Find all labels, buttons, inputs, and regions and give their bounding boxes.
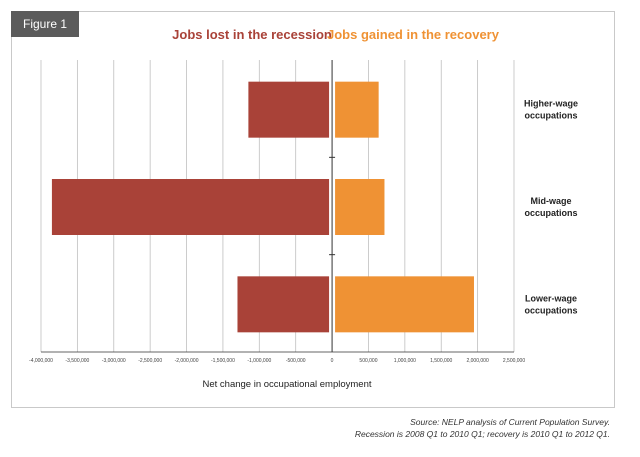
x-tick-label: 2,500,000 <box>503 358 525 364</box>
x-tick-label: -3,000,000 <box>102 358 126 364</box>
x-tick-label: 2,000,000 <box>466 358 488 364</box>
gain-bar <box>335 179 385 235</box>
x-tick-label: -1,500,000 <box>211 358 235 364</box>
x-tick-label: -3,500,000 <box>65 358 89 364</box>
x-tick-label: 1,000,000 <box>394 358 416 364</box>
category-label: occupations <box>524 111 577 121</box>
x-tick-label: 1,500,000 <box>430 358 452 364</box>
x-tick-label: 0 <box>331 358 334 364</box>
source-line: Source: NELP analysis of Current Populat… <box>410 417 610 427</box>
x-axis-title: Net change in occupational employment <box>203 379 372 390</box>
bars <box>51 81 474 333</box>
legend-loss: Jobs lost in the recession <box>172 27 332 42</box>
x-tick-label: 500,000 <box>359 358 377 364</box>
category-label: Lower-wage <box>525 293 577 303</box>
category-label: occupations <box>524 208 577 218</box>
category-label: Mid-wage <box>530 196 571 206</box>
loss-bar <box>248 81 330 138</box>
x-tick-label: -2,000,000 <box>175 358 199 364</box>
category-label: Higher-wage <box>524 99 578 109</box>
loss-bar <box>51 179 330 235</box>
x-tick-label: -4,000,000 <box>29 358 53 364</box>
x-tick-label: -2,500,000 <box>138 358 162 364</box>
figure-tab: Figure 1 <box>11 11 79 37</box>
category-label: occupations <box>524 305 577 315</box>
x-tick-label: -500,000 <box>286 358 306 364</box>
gain-bar <box>335 276 474 333</box>
legend-gain: Jobs gained in the recovery <box>327 27 500 42</box>
source-note: Source: NELP analysis of Current Populat… <box>355 416 610 440</box>
x-tick-label: -1,000,000 <box>247 358 271 364</box>
gain-bar <box>335 81 379 138</box>
axes <box>41 60 514 353</box>
labels: -4,000,000 -3,500,000 -3,000,000 -2,500,000… <box>29 99 578 364</box>
period-note: Recession is 2008 Q1 to 2010 Q1; recover… <box>354 429 610 439</box>
loss-bar <box>237 276 330 333</box>
